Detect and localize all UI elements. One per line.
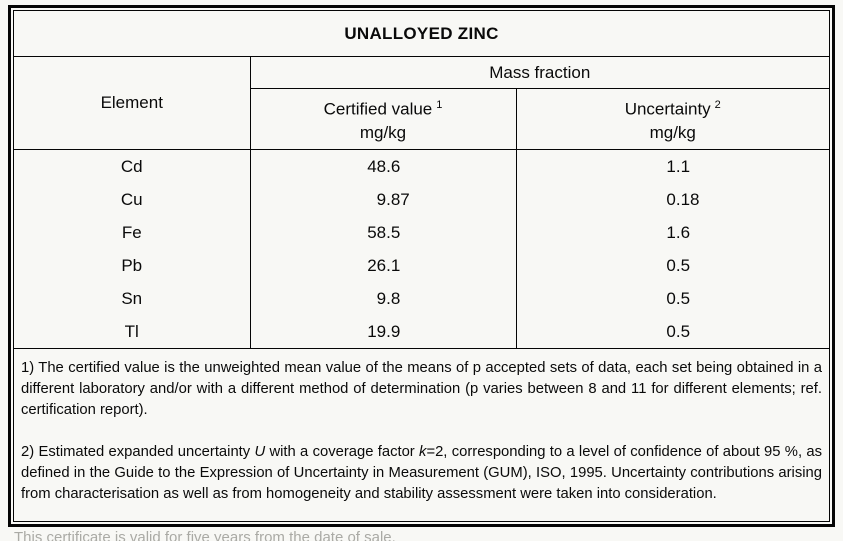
uncertainty-value: 1.1 bbox=[666, 156, 691, 176]
uncertainty-value: 0.5 bbox=[666, 255, 691, 275]
table-inner-border: UNALLOYED ZINC Element Mass fraction Cer… bbox=[13, 10, 830, 522]
footnote-2-text: 2) Estimated expanded uncertainty bbox=[21, 444, 255, 460]
element-symbol: Cd bbox=[14, 149, 251, 183]
certified-value: 9.87 bbox=[376, 189, 410, 209]
certified-value: 26.1 bbox=[367, 255, 401, 275]
uncertainty-value: 0.5 bbox=[666, 321, 691, 341]
table-row: Pb 26.1 0.5 bbox=[14, 249, 829, 282]
certified-value: 9.8 bbox=[376, 288, 401, 308]
uncertainty-label: Uncertainty bbox=[624, 99, 711, 119]
table-row: Cd 48.6 1.1 bbox=[14, 149, 829, 183]
page-title: UNALLOYED ZINC bbox=[14, 11, 829, 57]
certified-value: 19.9 bbox=[367, 321, 401, 341]
footnote-2-text: =2, corresponding to a level of confiden… bbox=[21, 444, 822, 502]
footnote-2: 2) Estimated expanded uncertainty U with… bbox=[21, 442, 822, 505]
mass-fraction-row: Element Mass fraction bbox=[14, 56, 829, 150]
element-header-label: Element bbox=[100, 93, 163, 112]
symbol-k: k bbox=[419, 444, 427, 460]
footnotes-cell: 1) The certified value is the unweighted… bbox=[14, 349, 829, 527]
certified-value: 48.6 bbox=[367, 156, 401, 176]
certified-value-header: Certified value 1 mg/kg bbox=[250, 88, 517, 150]
uncertainty-unit-label: mg/kg bbox=[649, 122, 696, 142]
footnote-2-text: with a coverage factor bbox=[265, 444, 420, 460]
symbol-U: U bbox=[254, 444, 266, 460]
element-symbol: Cu bbox=[14, 183, 251, 216]
table-row: Fe 58.5 1.6 bbox=[14, 216, 829, 249]
certified-value-label: Certified value bbox=[323, 99, 433, 119]
certified-footnote-ref: 1 bbox=[436, 99, 443, 112]
footnotes-row: 1) The certified value is the unweighted… bbox=[14, 349, 829, 527]
certificate-validity-note: This certificate is valid for five years… bbox=[14, 529, 396, 541]
element-symbol: Sn bbox=[14, 282, 251, 315]
element-symbol: Pb bbox=[14, 249, 251, 282]
uncertainty-value: 0.5 bbox=[666, 288, 691, 308]
table-row: Cu 9.87 0.18 bbox=[14, 183, 829, 216]
mass-fraction-header: Mass fraction bbox=[250, 56, 829, 89]
mass-fraction-label: Mass fraction bbox=[489, 62, 591, 82]
subheader-row: Certified value 1 mg/kg Uncertainty 2 mg/k… bbox=[14, 88, 829, 150]
element-column-header: Element bbox=[14, 56, 251, 150]
element-symbol: Fe bbox=[14, 216, 251, 249]
certified-values-table: UNALLOYED ZINC Element Mass fraction Cer… bbox=[14, 11, 829, 526]
element-symbol: Tl bbox=[14, 315, 251, 349]
footnote-1: 1) The certified value is the unweighted… bbox=[21, 360, 822, 418]
certified-unit-label: mg/kg bbox=[359, 122, 407, 142]
certified-value: 58.5 bbox=[367, 222, 401, 242]
uncertainty-value: 1.6 bbox=[666, 222, 691, 242]
title-row: UNALLOYED ZINC bbox=[14, 11, 829, 57]
table-row: Sn 9.8 0.5 bbox=[14, 282, 829, 315]
table-row: Tl 19.9 0.5 bbox=[14, 315, 829, 349]
uncertainty-footnote-ref: 2 bbox=[714, 99, 721, 112]
table-outer-border: UNALLOYED ZINC Element Mass fraction Cer… bbox=[8, 5, 835, 527]
uncertainty-header: Uncertainty 2 mg/kg bbox=[516, 88, 829, 150]
uncertainty-value: 0.18 bbox=[666, 189, 700, 209]
